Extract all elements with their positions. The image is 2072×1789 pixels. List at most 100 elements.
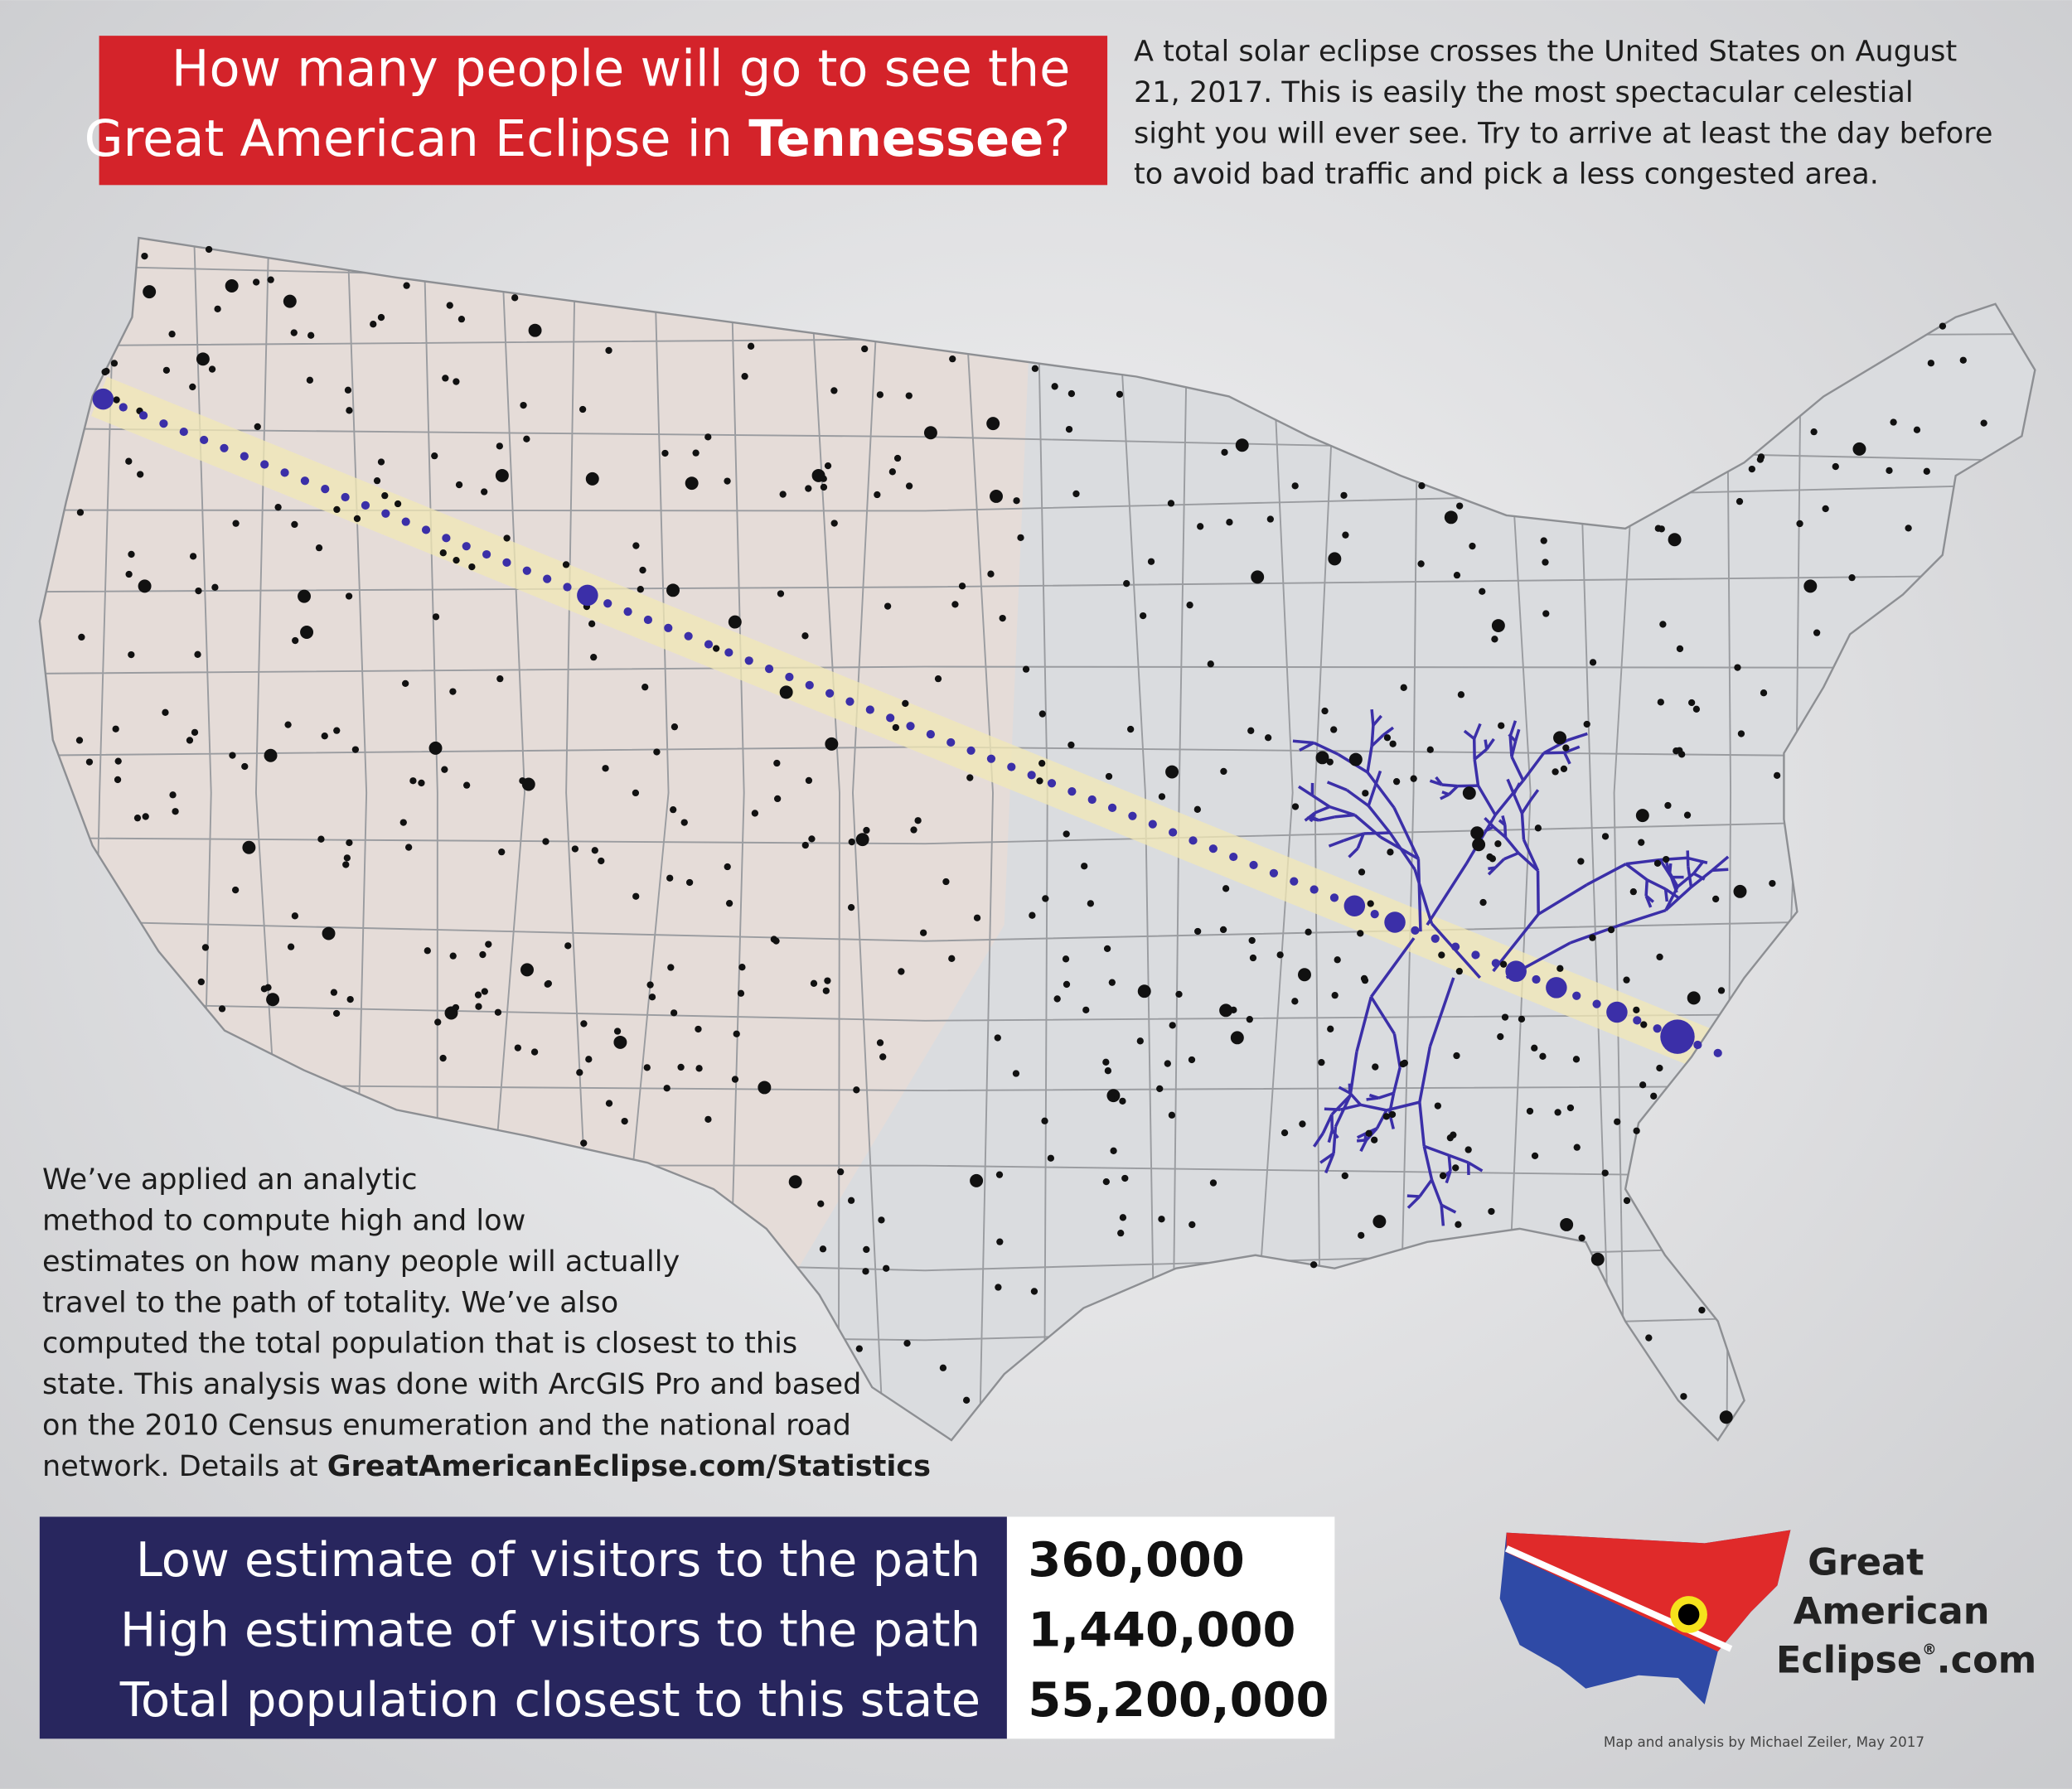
city — [1733, 884, 1747, 898]
city — [1886, 467, 1893, 475]
route — [1563, 745, 1581, 754]
route — [1570, 922, 1624, 945]
city — [1249, 954, 1257, 962]
city — [1108, 979, 1116, 986]
city — [1321, 707, 1329, 715]
city — [994, 1034, 1001, 1042]
city — [948, 955, 956, 962]
city — [613, 1035, 627, 1049]
city — [1464, 1146, 1472, 1153]
city — [788, 1175, 802, 1189]
city — [1577, 858, 1585, 865]
city — [1012, 1070, 1020, 1077]
city — [377, 458, 385, 466]
route — [1356, 833, 1365, 849]
city — [824, 977, 831, 984]
city — [1136, 1037, 1144, 1045]
path-city — [704, 640, 714, 649]
city — [685, 476, 699, 491]
city — [1102, 1058, 1110, 1066]
route — [1416, 858, 1422, 932]
city — [172, 808, 179, 815]
city — [751, 810, 759, 817]
city — [670, 805, 677, 814]
city — [747, 342, 755, 350]
city — [598, 857, 605, 865]
city — [242, 840, 256, 854]
title: Great American Eclipse in Tennessee? — [85, 110, 1071, 168]
path-city — [341, 492, 350, 502]
route — [1498, 819, 1506, 826]
city — [1169, 1022, 1176, 1029]
city — [1197, 523, 1204, 530]
route — [1318, 815, 1335, 822]
city — [468, 563, 476, 571]
city — [1167, 500, 1175, 507]
city — [1072, 490, 1080, 498]
city — [1063, 980, 1071, 989]
city — [195, 587, 202, 595]
city — [648, 994, 656, 1001]
city — [1614, 1118, 1621, 1125]
city — [1719, 1410, 1733, 1424]
city — [1158, 793, 1166, 800]
route — [1426, 863, 1468, 926]
row-value: 55,200,000 — [1028, 1672, 1329, 1728]
logo-moon — [1677, 1603, 1700, 1626]
city — [399, 819, 407, 826]
city — [449, 688, 457, 695]
city — [333, 727, 341, 734]
city — [1486, 853, 1493, 861]
path-city — [220, 443, 229, 452]
city — [1013, 497, 1020, 505]
city — [591, 847, 598, 854]
city — [820, 475, 827, 482]
city — [724, 477, 731, 485]
city — [772, 937, 780, 945]
city — [474, 991, 482, 998]
path-city — [1450, 942, 1460, 951]
city — [1832, 462, 1839, 471]
route — [1292, 739, 1314, 745]
city — [1219, 926, 1227, 934]
city — [306, 376, 314, 384]
city — [1656, 953, 1663, 961]
city — [905, 392, 913, 399]
path-city — [906, 722, 915, 731]
city — [639, 566, 646, 574]
route — [1711, 868, 1729, 873]
city — [741, 373, 748, 380]
path-city — [361, 500, 370, 510]
city — [1796, 520, 1803, 528]
city — [317, 835, 325, 843]
city — [1127, 725, 1135, 733]
city — [1315, 751, 1329, 765]
path-city — [1128, 811, 1137, 820]
city — [951, 601, 959, 608]
city — [1158, 1216, 1165, 1223]
city — [646, 981, 654, 989]
city — [520, 401, 527, 409]
state-line — [39, 665, 2036, 675]
route — [1646, 878, 1667, 891]
city — [995, 1171, 1004, 1178]
city — [632, 542, 640, 549]
city — [1653, 859, 1662, 868]
path-city — [1505, 960, 1527, 982]
state-line — [958, 238, 994, 1440]
state-line — [39, 915, 2036, 942]
route — [1503, 824, 1508, 838]
city — [1383, 734, 1392, 742]
city — [1980, 419, 1987, 427]
city — [910, 826, 917, 834]
city — [1623, 976, 1630, 984]
path-city — [1491, 959, 1500, 968]
city — [1291, 482, 1299, 490]
city — [837, 1168, 845, 1176]
city — [284, 721, 292, 728]
city — [1327, 1025, 1334, 1032]
path-city — [543, 574, 552, 583]
city — [810, 979, 818, 987]
path-city — [1546, 977, 1567, 998]
route — [1440, 1205, 1445, 1226]
